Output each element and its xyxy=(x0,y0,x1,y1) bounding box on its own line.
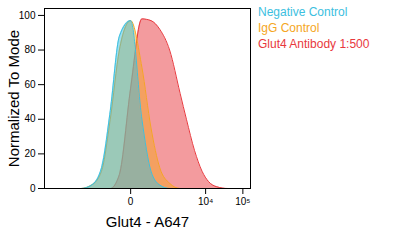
svg-text:100: 100 xyxy=(19,10,36,21)
svg-text:10⁴: 10⁴ xyxy=(198,196,213,207)
svg-text:80: 80 xyxy=(24,44,36,55)
html-text:Negative Control: Negative Control xyxy=(258,5,348,19)
svg-text:0: 0 xyxy=(30,183,36,194)
html-text:Glut4 Antibody 1:500: Glut4 Antibody 1:500 xyxy=(258,37,370,51)
svg-text:Normalized To Mode: Normalized To Mode xyxy=(5,30,22,167)
svg-text:40: 40 xyxy=(24,113,36,124)
svg-text:20: 20 xyxy=(24,148,36,159)
svg-text:60: 60 xyxy=(24,79,36,90)
html-text:IgG Control: IgG Control xyxy=(258,21,320,35)
svg-text:0: 0 xyxy=(128,196,134,207)
svg-text:Glut4 - A647: Glut4 - A647 xyxy=(106,213,189,230)
svg-text:10⁵: 10⁵ xyxy=(235,196,250,207)
